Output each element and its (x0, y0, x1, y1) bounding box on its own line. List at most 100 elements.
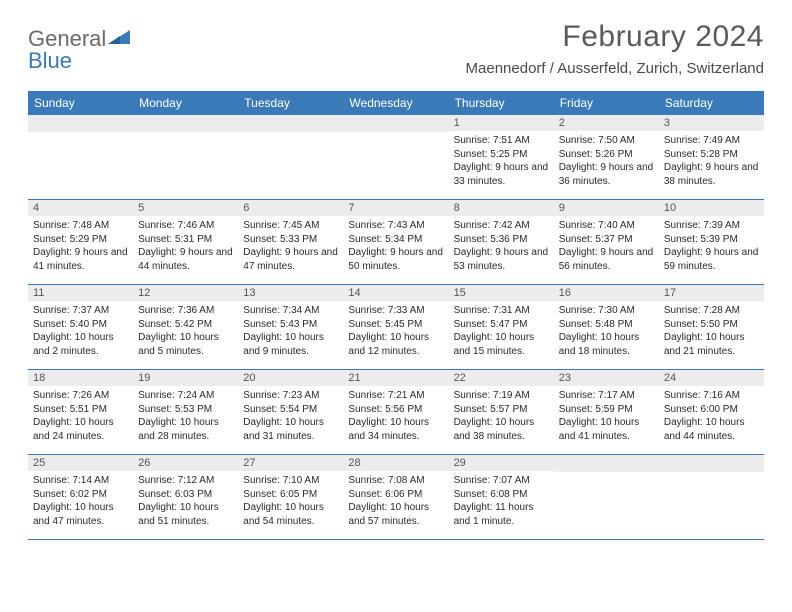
month-title: February 2024 (466, 20, 764, 54)
empty-day-cell (343, 115, 448, 199)
sunrise-text: Sunrise: 7:08 AM (348, 474, 443, 488)
day-body: Sunrise: 7:31 AMSunset: 5:47 PMDaylight:… (449, 301, 554, 364)
day-header-friday: Friday (554, 91, 659, 115)
sunset-text: Sunset: 5:34 PM (348, 233, 443, 247)
week-row: 25Sunrise: 7:14 AMSunset: 6:02 PMDayligh… (28, 455, 764, 540)
empty-day-cell (659, 455, 764, 539)
sunrise-text: Sunrise: 7:36 AM (138, 304, 233, 318)
day-body: Sunrise: 7:30 AMSunset: 5:48 PMDaylight:… (554, 301, 659, 364)
sunrise-text: Sunrise: 7:46 AM (138, 219, 233, 233)
day-body: Sunrise: 7:21 AMSunset: 5:56 PMDaylight:… (343, 386, 448, 449)
sunrise-text: Sunrise: 7:50 AM (559, 134, 654, 148)
sunrise-text: Sunrise: 7:37 AM (33, 304, 128, 318)
sunset-text: Sunset: 5:39 PM (664, 233, 759, 247)
sunset-text: Sunset: 5:36 PM (454, 233, 549, 247)
day-header-thursday: Thursday (449, 91, 554, 115)
day-number: 27 (238, 455, 343, 471)
day-body: Sunrise: 7:43 AMSunset: 5:34 PMDaylight:… (343, 216, 448, 279)
day-number: 5 (133, 200, 238, 216)
empty-day-cell (28, 115, 133, 199)
sunset-text: Sunset: 5:37 PM (559, 233, 654, 247)
day-body: Sunrise: 7:36 AMSunset: 5:42 PMDaylight:… (133, 301, 238, 364)
sunrise-text: Sunrise: 7:19 AM (454, 389, 549, 403)
day-number: 15 (449, 285, 554, 301)
weeks-container: 1Sunrise: 7:51 AMSunset: 5:25 PMDaylight… (28, 115, 764, 540)
day-number: 10 (659, 200, 764, 216)
day-body: Sunrise: 7:50 AMSunset: 5:26 PMDaylight:… (554, 131, 659, 194)
day-body: Sunrise: 7:34 AMSunset: 5:43 PMDaylight:… (238, 301, 343, 364)
daylight-text: Daylight: 10 hours and 24 minutes. (33, 416, 128, 443)
day-body: Sunrise: 7:12 AMSunset: 6:03 PMDaylight:… (133, 471, 238, 534)
sunset-text: Sunset: 5:57 PM (454, 403, 549, 417)
daylight-text: Daylight: 10 hours and 15 minutes. (454, 331, 549, 358)
sunrise-text: Sunrise: 7:24 AM (138, 389, 233, 403)
daylight-text: Daylight: 10 hours and 38 minutes. (454, 416, 549, 443)
day-cell: 20Sunrise: 7:23 AMSunset: 5:54 PMDayligh… (238, 370, 343, 454)
sunrise-text: Sunrise: 7:42 AM (454, 219, 549, 233)
calendar-page: GeneralBlue February 2024 Maennedorf / A… (0, 0, 792, 560)
day-body: Sunrise: 7:28 AMSunset: 5:50 PMDaylight:… (659, 301, 764, 364)
day-cell: 15Sunrise: 7:31 AMSunset: 5:47 PMDayligh… (449, 285, 554, 369)
day-cell: 10Sunrise: 7:39 AMSunset: 5:39 PMDayligh… (659, 200, 764, 284)
daylight-text: Daylight: 10 hours and 54 minutes. (243, 501, 338, 528)
daylight-text: Daylight: 9 hours and 47 minutes. (243, 246, 338, 273)
day-body: Sunrise: 7:19 AMSunset: 5:57 PMDaylight:… (449, 386, 554, 449)
sunset-text: Sunset: 5:31 PM (138, 233, 233, 247)
daylight-text: Daylight: 10 hours and 34 minutes. (348, 416, 443, 443)
page-header: GeneralBlue February 2024 Maennedorf / A… (28, 20, 764, 77)
day-number: 25 (28, 455, 133, 471)
day-cell: 29Sunrise: 7:07 AMSunset: 6:08 PMDayligh… (449, 455, 554, 539)
day-number: 17 (659, 285, 764, 301)
day-number: 14 (343, 285, 448, 301)
day-cell: 18Sunrise: 7:26 AMSunset: 5:51 PMDayligh… (28, 370, 133, 454)
day-body: Sunrise: 7:24 AMSunset: 5:53 PMDaylight:… (133, 386, 238, 449)
daylight-text: Daylight: 9 hours and 44 minutes. (138, 246, 233, 273)
sunset-text: Sunset: 6:03 PM (138, 488, 233, 502)
calendar-grid: Sunday Monday Tuesday Wednesday Thursday… (28, 91, 764, 540)
day-cell: 9Sunrise: 7:40 AMSunset: 5:37 PMDaylight… (554, 200, 659, 284)
sunset-text: Sunset: 5:26 PM (559, 148, 654, 162)
day-body: Sunrise: 7:07 AMSunset: 6:08 PMDaylight:… (449, 471, 554, 534)
sunset-text: Sunset: 5:33 PM (243, 233, 338, 247)
sunrise-text: Sunrise: 7:31 AM (454, 304, 549, 318)
day-number: 6 (238, 200, 343, 216)
day-cell: 8Sunrise: 7:42 AMSunset: 5:36 PMDaylight… (449, 200, 554, 284)
day-cell: 22Sunrise: 7:19 AMSunset: 5:57 PMDayligh… (449, 370, 554, 454)
day-body: Sunrise: 7:46 AMSunset: 5:31 PMDaylight:… (133, 216, 238, 279)
day-number: 7 (343, 200, 448, 216)
day-number: 16 (554, 285, 659, 301)
sunrise-text: Sunrise: 7:16 AM (664, 389, 759, 403)
empty-day-cell (238, 115, 343, 199)
day-number: 29 (449, 455, 554, 471)
daylight-text: Daylight: 9 hours and 33 minutes. (454, 161, 549, 188)
sunrise-text: Sunrise: 7:17 AM (559, 389, 654, 403)
sunrise-text: Sunrise: 7:28 AM (664, 304, 759, 318)
day-cell: 5Sunrise: 7:46 AMSunset: 5:31 PMDaylight… (133, 200, 238, 284)
day-number-bar (554, 455, 659, 472)
daylight-text: Daylight: 10 hours and 9 minutes. (243, 331, 338, 358)
sunrise-text: Sunrise: 7:23 AM (243, 389, 338, 403)
day-cell: 7Sunrise: 7:43 AMSunset: 5:34 PMDaylight… (343, 200, 448, 284)
day-cell: 23Sunrise: 7:17 AMSunset: 5:59 PMDayligh… (554, 370, 659, 454)
sunrise-text: Sunrise: 7:49 AM (664, 134, 759, 148)
day-body: Sunrise: 7:48 AMSunset: 5:29 PMDaylight:… (28, 216, 133, 279)
day-body: Sunrise: 7:49 AMSunset: 5:28 PMDaylight:… (659, 131, 764, 194)
day-header-sunday: Sunday (28, 91, 133, 115)
daylight-text: Daylight: 9 hours and 53 minutes. (454, 246, 549, 273)
sunset-text: Sunset: 6:00 PM (664, 403, 759, 417)
location-text: Maennedorf / Ausserfeld, Zurich, Switzer… (466, 60, 764, 77)
day-cell: 26Sunrise: 7:12 AMSunset: 6:03 PMDayligh… (133, 455, 238, 539)
day-number: 28 (343, 455, 448, 471)
day-number-bar (133, 115, 238, 132)
sunset-text: Sunset: 5:43 PM (243, 318, 338, 332)
title-block: February 2024 Maennedorf / Ausserfeld, Z… (466, 20, 764, 77)
day-cell: 12Sunrise: 7:36 AMSunset: 5:42 PMDayligh… (133, 285, 238, 369)
empty-day-cell (554, 455, 659, 539)
day-cell: 24Sunrise: 7:16 AMSunset: 6:00 PMDayligh… (659, 370, 764, 454)
sunset-text: Sunset: 5:54 PM (243, 403, 338, 417)
day-body: Sunrise: 7:33 AMSunset: 5:45 PMDaylight:… (343, 301, 448, 364)
day-cell: 25Sunrise: 7:14 AMSunset: 6:02 PMDayligh… (28, 455, 133, 539)
sunset-text: Sunset: 5:28 PM (664, 148, 759, 162)
sunset-text: Sunset: 5:48 PM (559, 318, 654, 332)
day-number: 4 (28, 200, 133, 216)
